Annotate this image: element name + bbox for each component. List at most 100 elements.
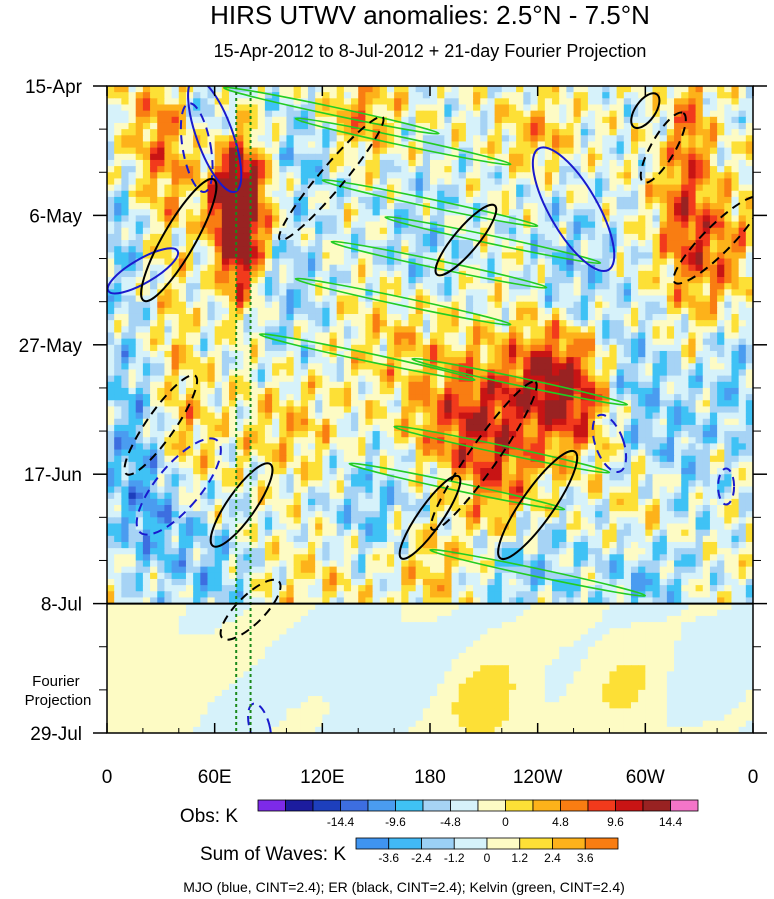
anomaly-cell — [214, 110, 223, 118]
anomaly-cell — [142, 344, 151, 352]
anomaly-cell — [587, 147, 596, 155]
anomaly-cell — [530, 338, 539, 346]
anomaly-cell — [200, 289, 209, 297]
anomaly-cell — [365, 332, 374, 340]
anomaly-cell — [709, 394, 718, 401]
anomaly-cell — [458, 406, 467, 414]
anomaly-cell — [724, 369, 733, 377]
anomaly-cell — [178, 338, 187, 346]
anomaly-cell — [128, 98, 137, 106]
anomaly-cell — [243, 270, 252, 278]
anomaly-cell — [702, 394, 711, 401]
anomaly-cell — [307, 252, 316, 260]
anomaly-cell — [480, 387, 489, 395]
anomaly-cell — [437, 215, 445, 223]
anomaly-cell — [595, 406, 603, 414]
anomaly-cell — [602, 387, 611, 395]
anomaly-cell — [386, 344, 395, 352]
anomaly-cell — [724, 153, 733, 161]
anomaly-cell — [114, 153, 122, 161]
anomaly-cell — [480, 240, 489, 247]
anomaly-cell — [616, 381, 625, 389]
anomaly-cell — [178, 307, 187, 315]
anomaly-cell — [738, 394, 747, 401]
anomaly-cell — [480, 332, 489, 340]
anomaly-cell — [293, 363, 302, 371]
anomaly-cell — [731, 159, 740, 167]
anomaly-cell — [501, 104, 510, 112]
anomaly-cell — [724, 277, 733, 284]
anomaly-cell — [566, 86, 575, 93]
anomaly-cell — [142, 227, 151, 235]
anomaly-cell — [573, 227, 582, 235]
anomaly-cell — [638, 326, 646, 334]
anomaly-cell — [602, 184, 611, 192]
anomaly-cell — [681, 240, 690, 247]
anomaly-cell — [738, 209, 747, 216]
anomaly-cell — [365, 363, 374, 371]
anomaly-cell — [372, 406, 381, 414]
anomaly-cell — [128, 159, 137, 167]
anomaly-cell — [516, 283, 524, 290]
anomaly-cell — [480, 381, 489, 389]
anomaly-cell — [451, 289, 460, 297]
anomaly-cell — [286, 159, 295, 167]
anomaly-cell — [307, 264, 316, 272]
anomaly-cell — [494, 221, 503, 229]
anomaly-cell — [674, 215, 682, 223]
anomaly-cell — [365, 233, 374, 241]
anomaly-cell — [264, 264, 273, 272]
anomaly-cell — [372, 116, 381, 124]
anomaly-cell — [221, 172, 230, 180]
anomaly-cell — [415, 277, 424, 284]
anomaly-cell — [128, 196, 137, 204]
anomaly-cell — [401, 135, 410, 143]
anomaly-cell — [358, 129, 367, 136]
anomaly-cell — [688, 283, 697, 290]
anomaly-cell — [745, 412, 753, 420]
anomaly-cell — [724, 240, 733, 247]
anomaly-cell — [688, 412, 697, 420]
anomaly-cell — [516, 363, 524, 371]
anomaly-cell — [164, 412, 173, 420]
anomaly-cell — [322, 233, 331, 241]
anomaly-cell — [451, 307, 460, 315]
anomaly-cell — [595, 98, 603, 106]
anomaly-cell — [164, 98, 173, 106]
anomaly-cell — [717, 363, 725, 371]
anomaly-cell — [264, 86, 273, 93]
anomaly-cell — [738, 141, 747, 149]
anomaly-cell — [422, 375, 431, 383]
anomaly-cell — [386, 387, 395, 395]
anomaly-cell — [107, 92, 115, 99]
anomaly-cell — [731, 289, 740, 297]
anomaly-cell — [257, 110, 266, 118]
anomaly-cell — [279, 215, 288, 223]
anomaly-cell — [717, 116, 725, 124]
anomaly-cell — [508, 184, 517, 192]
anomaly-cell — [659, 159, 668, 167]
anomaly-cell — [616, 350, 625, 358]
anomaly-cell — [738, 215, 747, 223]
anomaly-cell — [257, 313, 266, 321]
anomaly-cell — [300, 104, 309, 112]
anomaly-cell — [595, 295, 603, 303]
anomaly-cell — [214, 301, 223, 309]
anomaly-cell — [286, 227, 295, 235]
anomaly-cell — [214, 129, 223, 136]
anomaly-cell — [616, 98, 625, 106]
anomaly-cell — [659, 246, 668, 253]
anomaly-cell — [394, 215, 402, 223]
anomaly-cell — [638, 387, 646, 395]
anomaly-cell — [580, 357, 589, 364]
anomaly-cell — [437, 86, 445, 93]
anomaly-cell — [645, 159, 654, 167]
anomaly-cell — [401, 209, 410, 216]
anomaly-cell — [595, 178, 603, 186]
anomaly-cell — [343, 86, 352, 93]
anomaly-cell — [501, 227, 510, 235]
anomaly-cell — [695, 381, 704, 389]
anomaly-cell — [422, 98, 431, 106]
anomaly-cell — [293, 381, 302, 389]
anomaly-cell — [516, 190, 524, 198]
